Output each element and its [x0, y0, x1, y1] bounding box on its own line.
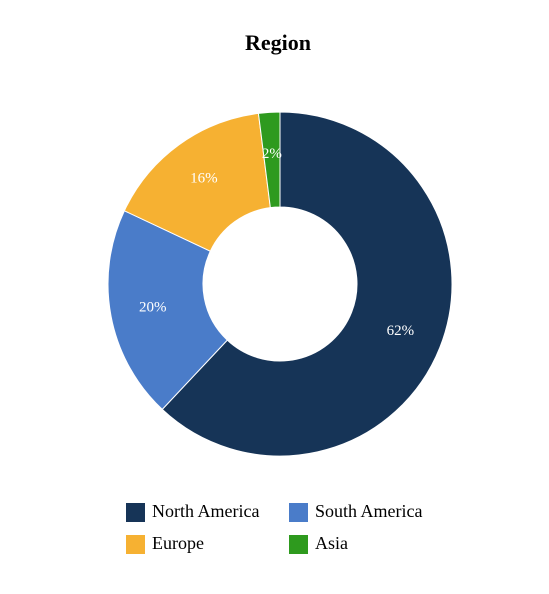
slice-label: 2% — [262, 146, 282, 162]
legend-label: Asia — [315, 533, 348, 553]
slice — [257, 111, 281, 209]
legend-label: South America — [315, 501, 422, 521]
slice-label: 62% — [387, 323, 415, 339]
legend-swatch — [126, 503, 145, 522]
slice — [107, 210, 228, 411]
legend-label: Europe — [152, 533, 204, 553]
legend-swatch — [289, 535, 308, 554]
slice-label: 20% — [139, 300, 167, 316]
slice — [161, 111, 453, 457]
slice-label: 16% — [190, 171, 218, 187]
slice — [123, 112, 271, 252]
chart-title: Region — [245, 30, 311, 55]
legend-swatch — [289, 503, 308, 522]
legend-swatch — [126, 535, 145, 554]
legend-label: North America — [152, 501, 259, 521]
